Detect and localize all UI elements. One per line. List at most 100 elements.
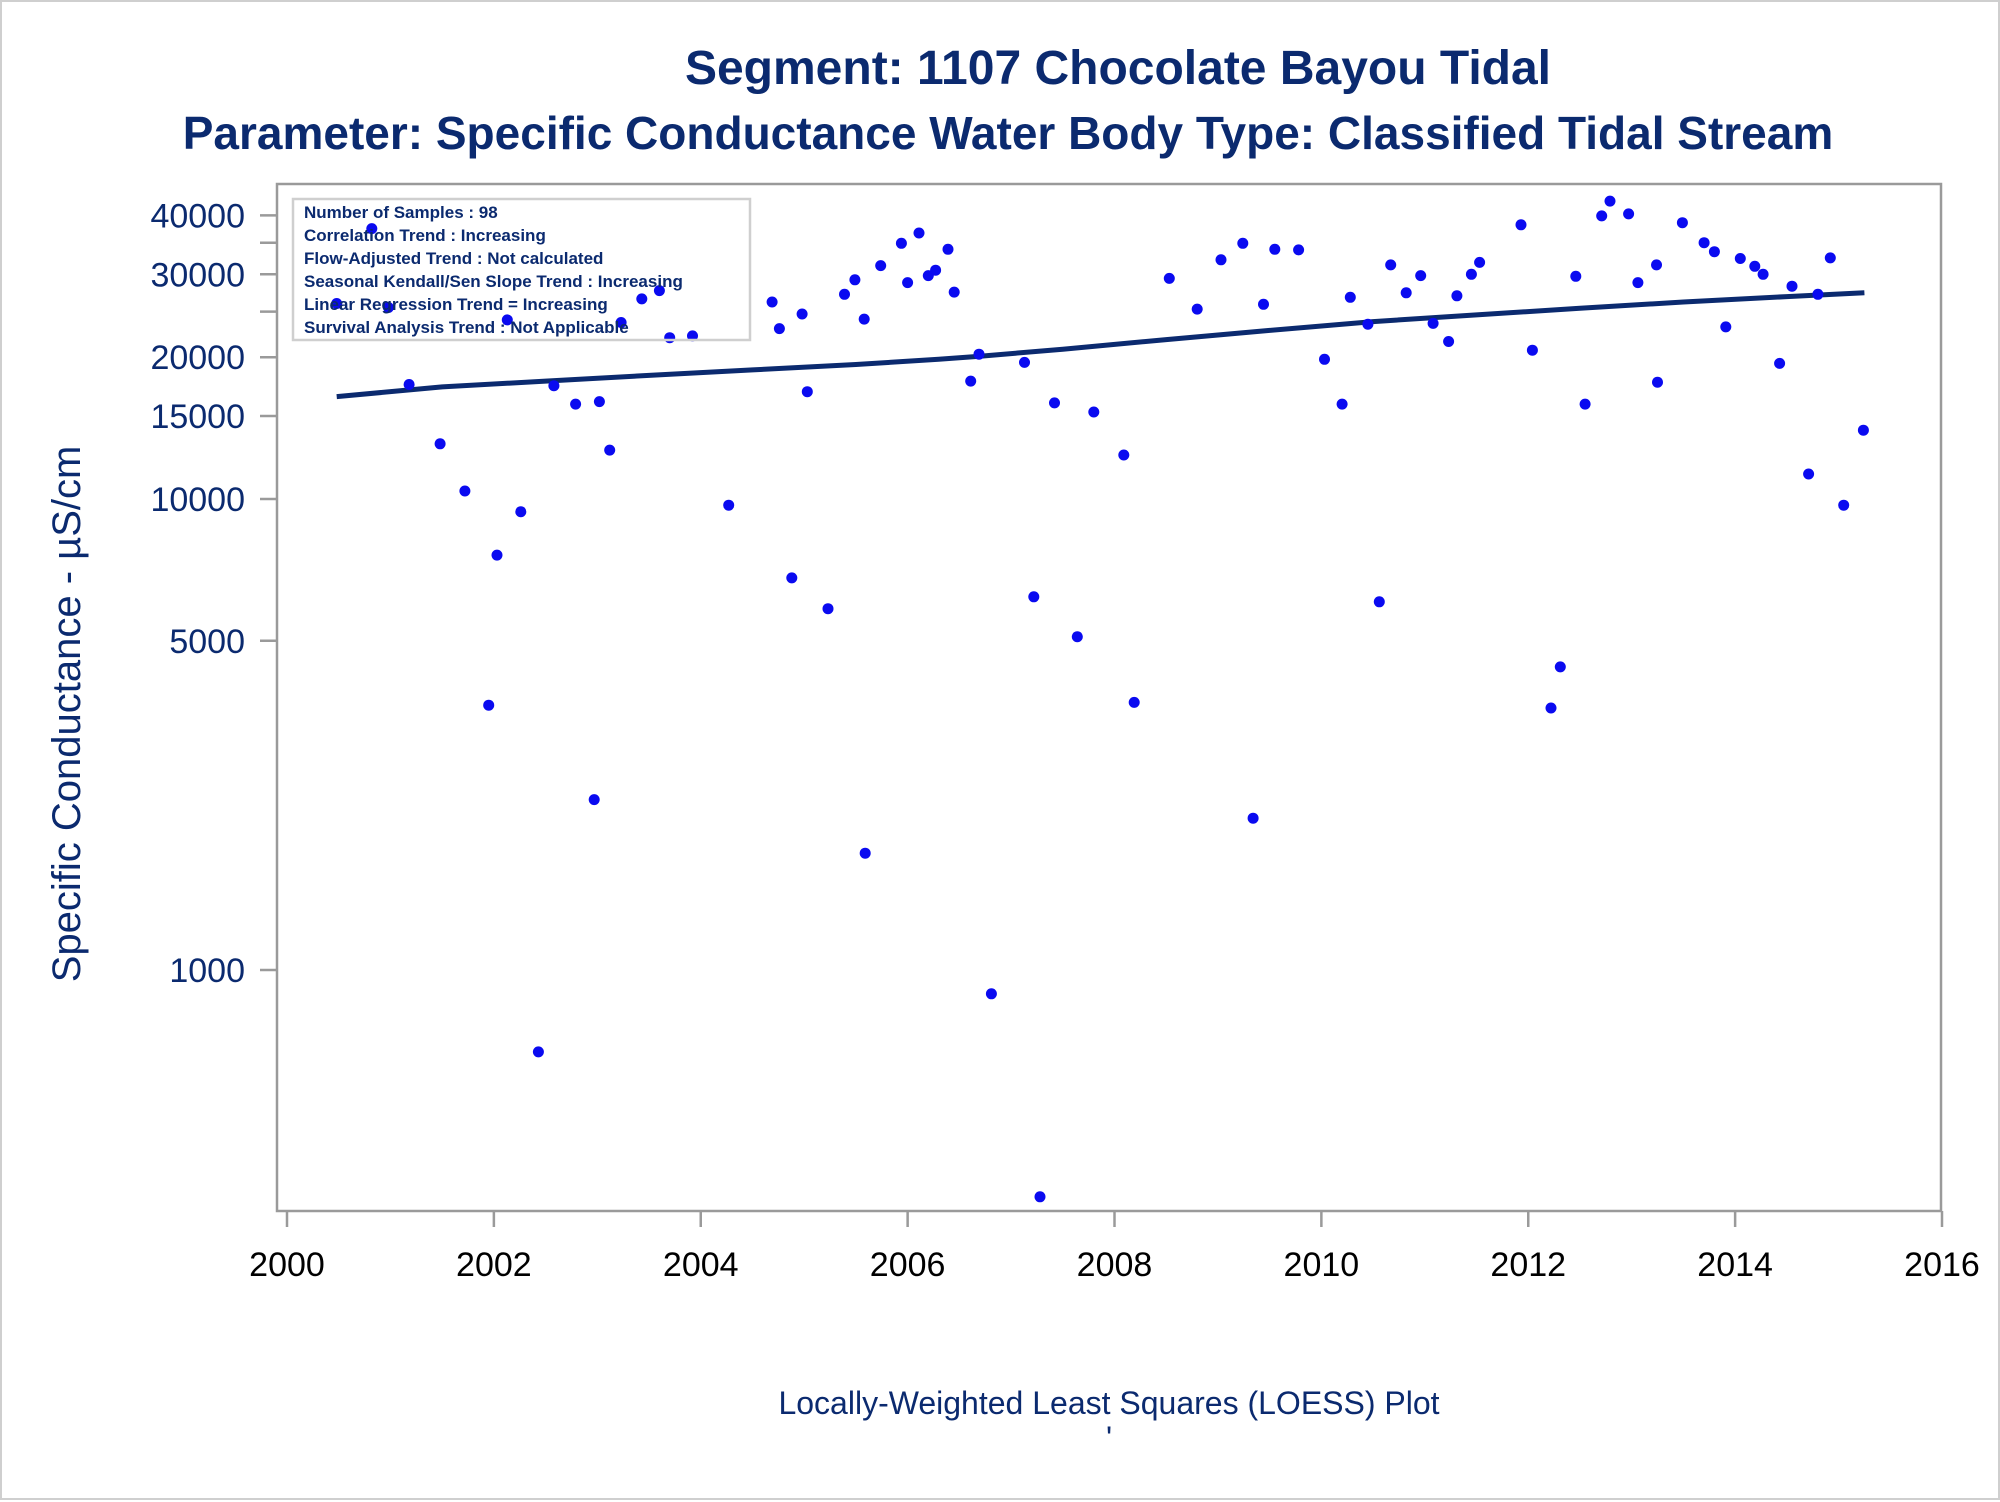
data-point (1651, 259, 1662, 271)
data-point (1579, 398, 1591, 410)
data-point (515, 506, 527, 518)
data-point (1191, 303, 1203, 315)
data-point (1515, 219, 1527, 231)
data-point (1427, 317, 1439, 329)
data-point (653, 285, 665, 297)
data-point (1293, 244, 1305, 256)
data-point (1400, 287, 1412, 299)
data-point (1774, 357, 1786, 369)
data-point (1362, 318, 1374, 330)
data-point (1215, 254, 1227, 266)
stats-box: Number of Samples : 98 Correlation Trend … (291, 197, 752, 342)
data-point (1676, 217, 1688, 229)
data-point (1604, 195, 1616, 207)
data-point (1034, 1191, 1046, 1203)
data-point (1749, 260, 1761, 272)
data-point (491, 549, 503, 561)
x-tick-label: 2006 (870, 1246, 946, 1284)
data-point (858, 313, 870, 325)
data-point (1163, 272, 1175, 284)
data-point (895, 237, 907, 249)
data-point (1812, 288, 1824, 300)
data-point (1698, 237, 1710, 249)
chart-title: Segment: 1107 Chocolate Bayou Tidal (685, 42, 1551, 95)
data-point (723, 499, 735, 511)
data-point (1545, 702, 1557, 714)
data-point (1049, 397, 1060, 409)
data-point (570, 398, 582, 410)
data-point (501, 314, 513, 326)
data-point (1269, 243, 1281, 255)
data-point (1824, 252, 1836, 264)
y-axis: 1000 5000 10000 15000 20000 30000 40000 (150, 197, 277, 990)
data-point (786, 572, 798, 584)
data-point (434, 438, 446, 450)
data-point (930, 264, 942, 276)
data-point (942, 243, 954, 255)
data-point (588, 794, 600, 806)
data-point (604, 444, 616, 456)
trend-line-group (336, 290, 1865, 400)
data-point (1385, 259, 1397, 271)
data-point (796, 308, 808, 320)
x-axis: 2000 2002 2004 2006 2008 2010 2012 2014 2016 (249, 1211, 1980, 1284)
data-point (773, 323, 785, 335)
data-point (1757, 268, 1769, 280)
data-point (1118, 449, 1130, 461)
data-point (1596, 210, 1608, 222)
y-tick-label: 20000 (150, 339, 245, 377)
chart-subtitle: Parameter: Specific Conductance Water Bo… (183, 107, 1834, 159)
data-point (1373, 596, 1385, 608)
stats-line: Seasonal Kendall/Sen Slope Trend : Incre… (304, 272, 683, 291)
y-axis-label: Specific Conductance - µS/cm (45, 446, 89, 983)
data-point (1071, 631, 1083, 643)
x-tick-label: 2002 (456, 1246, 532, 1284)
data-point (1786, 280, 1798, 292)
data-point (849, 274, 861, 286)
y-tick-label: 5000 (169, 623, 245, 661)
data-point (1443, 336, 1455, 347)
data-point (1623, 208, 1635, 220)
data-point (902, 277, 914, 289)
data-point (1708, 246, 1720, 258)
data-point (664, 332, 676, 344)
data-point (1088, 406, 1100, 418)
data-point (1028, 591, 1040, 603)
data-point (331, 298, 343, 309)
data-point (859, 847, 871, 859)
x-tick-label: 2000 (249, 1246, 325, 1284)
data-point (839, 288, 850, 300)
data-point (1258, 298, 1269, 310)
x-tick-label: 2004 (663, 1246, 739, 1284)
data-point (687, 330, 698, 342)
data-point (1465, 268, 1477, 280)
data-point (1451, 290, 1463, 302)
data-point (973, 348, 985, 360)
data-point (1734, 253, 1746, 264)
data-point (1247, 812, 1259, 824)
x-tick-label: 2010 (1284, 1246, 1360, 1284)
data-point (459, 485, 471, 497)
stats-line: Flow-Adjusted Trend : Not calculated (304, 249, 603, 268)
data-point (1838, 499, 1850, 511)
y-tick-label: 30000 (150, 256, 245, 294)
data-point (1415, 270, 1427, 282)
data-point (615, 317, 627, 328)
plot-footnote-mark: ' (1106, 1420, 1112, 1456)
data-point (1526, 344, 1538, 356)
data-point (822, 603, 834, 615)
data-point (1803, 468, 1815, 480)
data-point (965, 375, 977, 387)
stats-line: Linear Regression Trend = Increasing (304, 295, 608, 314)
data-point (948, 286, 960, 298)
data-point (366, 223, 378, 235)
y-tick-label: 40000 (150, 197, 245, 235)
data-point (1570, 270, 1582, 282)
x-tick-label: 2014 (1697, 1246, 1773, 1284)
x-tick-label: 2012 (1490, 1246, 1566, 1284)
data-point (636, 293, 648, 305)
y-tick-label: 1000 (169, 952, 245, 990)
data-point (913, 227, 925, 239)
